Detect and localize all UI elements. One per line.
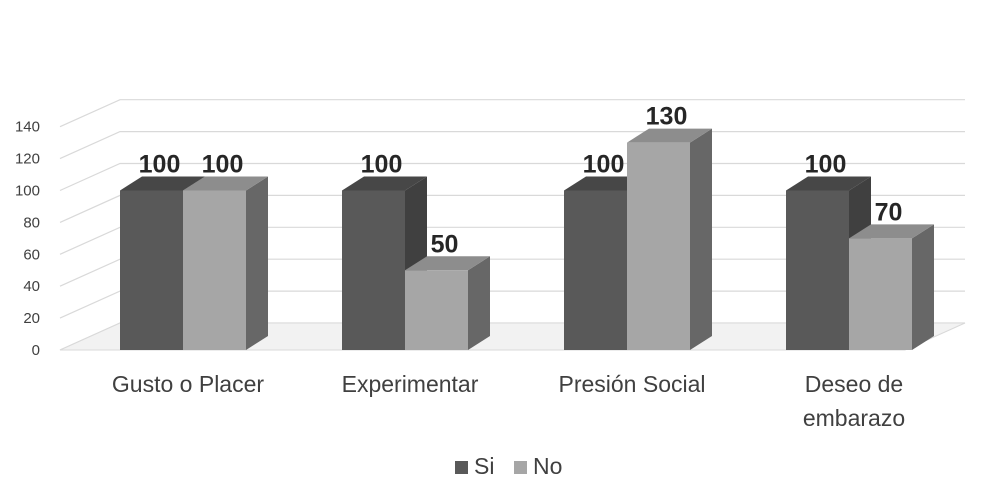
data-label: 130	[646, 103, 688, 131]
y-tick-label: 20	[23, 310, 40, 327]
data-labels: 100 100 100 50 100 130 100 70	[139, 103, 903, 259]
y-tick-label: 140	[15, 119, 40, 136]
bar-top-face	[183, 176, 268, 191]
data-label: 100	[583, 151, 625, 179]
x-category-label: Deseo de embarazo	[803, 371, 905, 431]
x-axis-category-labels: Gusto o Placer Experimentar Presión Social…	[112, 371, 905, 431]
bar-side-face	[246, 176, 268, 350]
y-tick-label: 0	[32, 342, 40, 359]
y-tick-label: 100	[15, 183, 40, 200]
bar-side-face	[912, 224, 934, 350]
bar-front-face	[183, 190, 246, 350]
bar-top-face	[627, 128, 712, 143]
x-category-label: Presión Social	[558, 371, 705, 397]
y-tick-label: 40	[23, 278, 40, 295]
data-label: 50	[431, 230, 459, 258]
bar-no-0	[183, 176, 268, 350]
x-category-label: Gusto o Placer	[112, 371, 264, 397]
legend-swatch-no	[514, 461, 527, 474]
gridline	[59, 99, 965, 128]
bar-side-face	[468, 256, 490, 350]
bar-front-face	[627, 142, 690, 350]
bar-front-face	[786, 190, 849, 350]
bar-no-2	[627, 128, 712, 350]
data-label: 100	[361, 151, 403, 179]
y-tick-label: 120	[15, 151, 40, 168]
data-label: 100	[805, 151, 847, 179]
bar-front-face	[405, 270, 468, 350]
bar-side-face	[690, 128, 712, 350]
chart-bars	[120, 128, 934, 350]
x-category-label: Experimentar	[342, 371, 479, 397]
bar-top-face	[849, 224, 934, 239]
bar-top-face	[342, 176, 427, 191]
y-axis-tick-labels: 0 20 40 60 80 100 120 140	[15, 119, 40, 359]
legend-label-no: No	[533, 453, 562, 479]
legend-label-si: Si	[474, 453, 494, 479]
y-tick-label: 80	[23, 214, 40, 231]
bar-si-3	[786, 176, 871, 350]
bar-top-face	[405, 256, 490, 271]
chart-legend: Si No	[455, 453, 562, 479]
legend-swatch-si	[455, 461, 468, 474]
bar-front-face	[120, 190, 183, 350]
data-label: 100	[139, 151, 181, 179]
data-label: 70	[875, 198, 903, 226]
bar-no-3	[849, 224, 934, 350]
y-tick-label: 60	[23, 246, 40, 263]
data-label: 100	[202, 151, 244, 179]
bar-top-face	[120, 176, 205, 191]
bar-front-face	[564, 190, 627, 350]
bar-no-1	[405, 256, 490, 350]
bar-front-face	[849, 238, 912, 350]
bar-top-face	[786, 176, 871, 191]
bar-front-face	[342, 190, 405, 350]
